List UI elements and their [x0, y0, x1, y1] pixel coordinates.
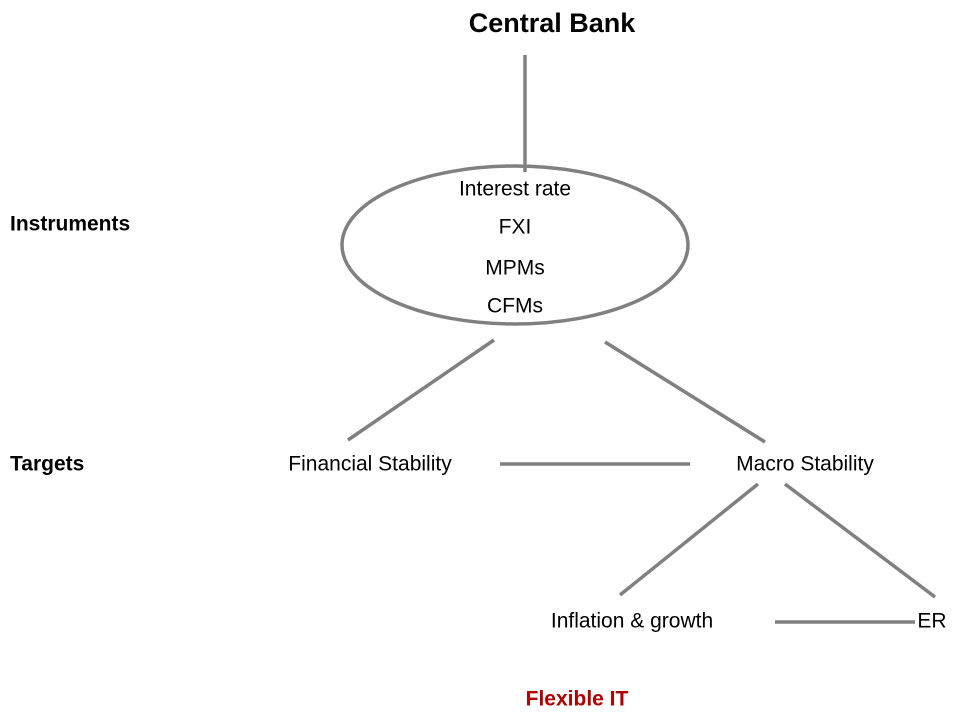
- connector: [604, 340, 766, 444]
- node: Macro Stability: [736, 453, 874, 476]
- connector: [618, 482, 760, 597]
- node: Inflation & growth: [551, 610, 713, 633]
- footer: Flexible IT: [526, 688, 629, 711]
- node: ER: [917, 610, 946, 633]
- title: Central Bank: [469, 8, 637, 38]
- instrument: FXI: [499, 216, 532, 239]
- instruments-label: Instruments: [10, 213, 130, 236]
- instrument: MPMs: [485, 257, 545, 280]
- instrument: CFMs: [487, 295, 543, 318]
- connector: [347, 338, 495, 442]
- node: Financial Stability: [288, 453, 452, 476]
- targets-label: Targets: [10, 453, 84, 476]
- connector: [783, 482, 937, 599]
- instrument: Interest rate: [459, 178, 571, 201]
- instruments-ellipse: [340, 164, 690, 326]
